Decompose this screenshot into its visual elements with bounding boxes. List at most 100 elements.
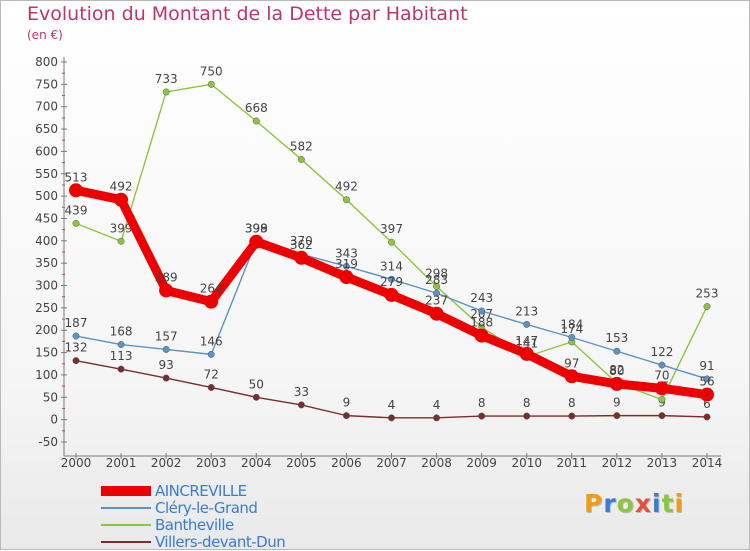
data-point-clery-le-grand: [342, 262, 350, 270]
data-point-clery-le-grand: [523, 320, 531, 328]
data-point-clery-le-grand: [388, 275, 395, 283]
data-point-villers-devant-dun: [297, 401, 305, 409]
legend-swatch: [101, 541, 151, 543]
y-tick-label: 250: [35, 301, 58, 315]
data-label-bantheville: 668: [245, 101, 268, 115]
data-label-aincreville: 362: [290, 238, 313, 252]
data-point-bantheville: [117, 237, 125, 245]
data-label-villers-devant-dun: 8: [568, 396, 576, 410]
data-label-aincreville: 398: [245, 222, 268, 236]
data-point-clery-le-grand: [568, 333, 576, 341]
data-label-clery-le-grand: 146: [200, 334, 223, 348]
data-label-villers-devant-dun: 132: [65, 341, 88, 355]
data-point-villers-devant-dun: [613, 412, 621, 420]
data-point-villers-devant-dun: [703, 413, 711, 421]
x-tick-label: 2002: [151, 456, 182, 470]
data-label-bantheville: 298: [425, 266, 448, 280]
x-tick-label: 2010: [511, 456, 542, 470]
data-label-aincreville: 56: [699, 375, 714, 389]
data-point-villers-devant-dun: [162, 374, 170, 382]
chart-subtitle: (en €): [27, 28, 63, 42]
data-label-bantheville: 253: [696, 287, 719, 301]
data-point-villers-devant-dun: [523, 412, 531, 420]
data-label-clery-le-grand: 168: [110, 325, 133, 339]
data-point-aincreville: [384, 287, 399, 302]
data-point-villers-devant-dun: [568, 412, 576, 420]
data-label-villers-devant-dun: 4: [388, 398, 396, 412]
data-point-bantheville: [297, 156, 305, 163]
data-point-aincreville: [159, 283, 174, 298]
data-point-bantheville: [72, 219, 80, 227]
y-tick-label: 600: [35, 144, 58, 158]
x-tick-label: 2000: [61, 456, 92, 470]
x-tick-label: 2013: [647, 456, 678, 470]
data-point-clery-le-grand: [658, 361, 666, 369]
data-label-aincreville: 492: [110, 180, 133, 194]
data-label-clery-le-grand: 283: [425, 273, 448, 287]
data-point-bantheville: [658, 396, 666, 403]
legend-label: Bantheville: [155, 516, 234, 534]
data-label-clery-le-grand: 91: [699, 359, 714, 373]
data-label-aincreville: 319: [335, 257, 358, 271]
data-point-aincreville: [700, 387, 714, 402]
legend-label: AINCREVILLE: [155, 482, 247, 500]
y-tick-label: 800: [35, 55, 58, 69]
data-point-villers-devant-dun: [72, 357, 80, 365]
y-tick-label: 150: [35, 346, 58, 360]
data-point-aincreville: [564, 369, 579, 384]
x-tick-label: 2006: [331, 456, 362, 470]
y-tick-label: 700: [35, 100, 58, 114]
data-label-clery-le-grand: 153: [605, 331, 628, 345]
y-tick-label: 550: [35, 167, 58, 181]
data-point-villers-devant-dun: [388, 414, 395, 422]
data-label-clery-le-grand: 213: [515, 304, 538, 318]
data-label-bantheville: 82: [609, 363, 624, 377]
data-label-bantheville: 397: [380, 222, 403, 236]
data-point-villers-devant-dun: [207, 384, 215, 391]
x-tick-label: 2004: [241, 456, 272, 470]
data-point-bantheville: [252, 117, 260, 125]
data-label-villers-devant-dun: 50: [249, 377, 264, 391]
y-tick-label: 500: [35, 189, 58, 203]
data-label-aincreville: 513: [65, 170, 88, 184]
y-tick-label: 450: [35, 211, 58, 225]
y-tick-label: 750: [35, 77, 58, 91]
data-point-villers-devant-dun: [117, 365, 125, 373]
data-label-clery-le-grand: 399: [245, 221, 268, 235]
legend-swatch: [101, 507, 151, 509]
data-point-aincreville: [249, 234, 264, 249]
data-point-aincreville: [339, 270, 354, 285]
proxiti-logo: Proxiti: [584, 489, 685, 518]
data-label-villers-devant-dun: 72: [204, 367, 219, 381]
data-label-bantheville: 733: [155, 72, 178, 86]
data-point-aincreville: [429, 306, 444, 321]
data-label-bantheville: 399: [110, 221, 133, 235]
data-label-clery-le-grand: 314: [380, 259, 403, 273]
data-label-aincreville: 289: [155, 270, 178, 284]
data-point-aincreville: [294, 250, 309, 265]
data-point-aincreville: [609, 376, 624, 391]
legend-label: Cléry-le-Grand: [155, 499, 258, 517]
data-point-villers-devant-dun: [342, 412, 350, 420]
data-label-aincreville: 237: [425, 294, 448, 308]
data-point-clery-le-grand: [162, 346, 170, 353]
data-label-aincreville: 264: [200, 282, 223, 296]
x-tick-label: 2014: [692, 456, 723, 470]
data-point-villers-devant-dun: [658, 412, 666, 420]
data-point-clery-le-grand: [478, 307, 486, 315]
data-label-bantheville: 174: [560, 322, 583, 336]
data-label-villers-devant-dun: 93: [159, 358, 174, 372]
data-point-aincreville: [519, 346, 534, 361]
data-label-aincreville: 97: [564, 356, 579, 370]
data-point-bantheville: [388, 238, 395, 246]
data-label-bantheville: 439: [65, 203, 88, 217]
data-point-clery-le-grand: [72, 332, 80, 340]
chart-title: Evolution du Montant de la Dette par Hab…: [27, 3, 468, 25]
data-label-villers-devant-dun: 4: [433, 398, 441, 412]
data-point-clery-le-grand: [117, 341, 125, 348]
y-tick-label: 300: [35, 279, 58, 293]
y-tick-label: -50: [38, 435, 58, 449]
data-label-aincreville: 279: [380, 275, 403, 289]
data-point-bantheville: [342, 196, 350, 204]
